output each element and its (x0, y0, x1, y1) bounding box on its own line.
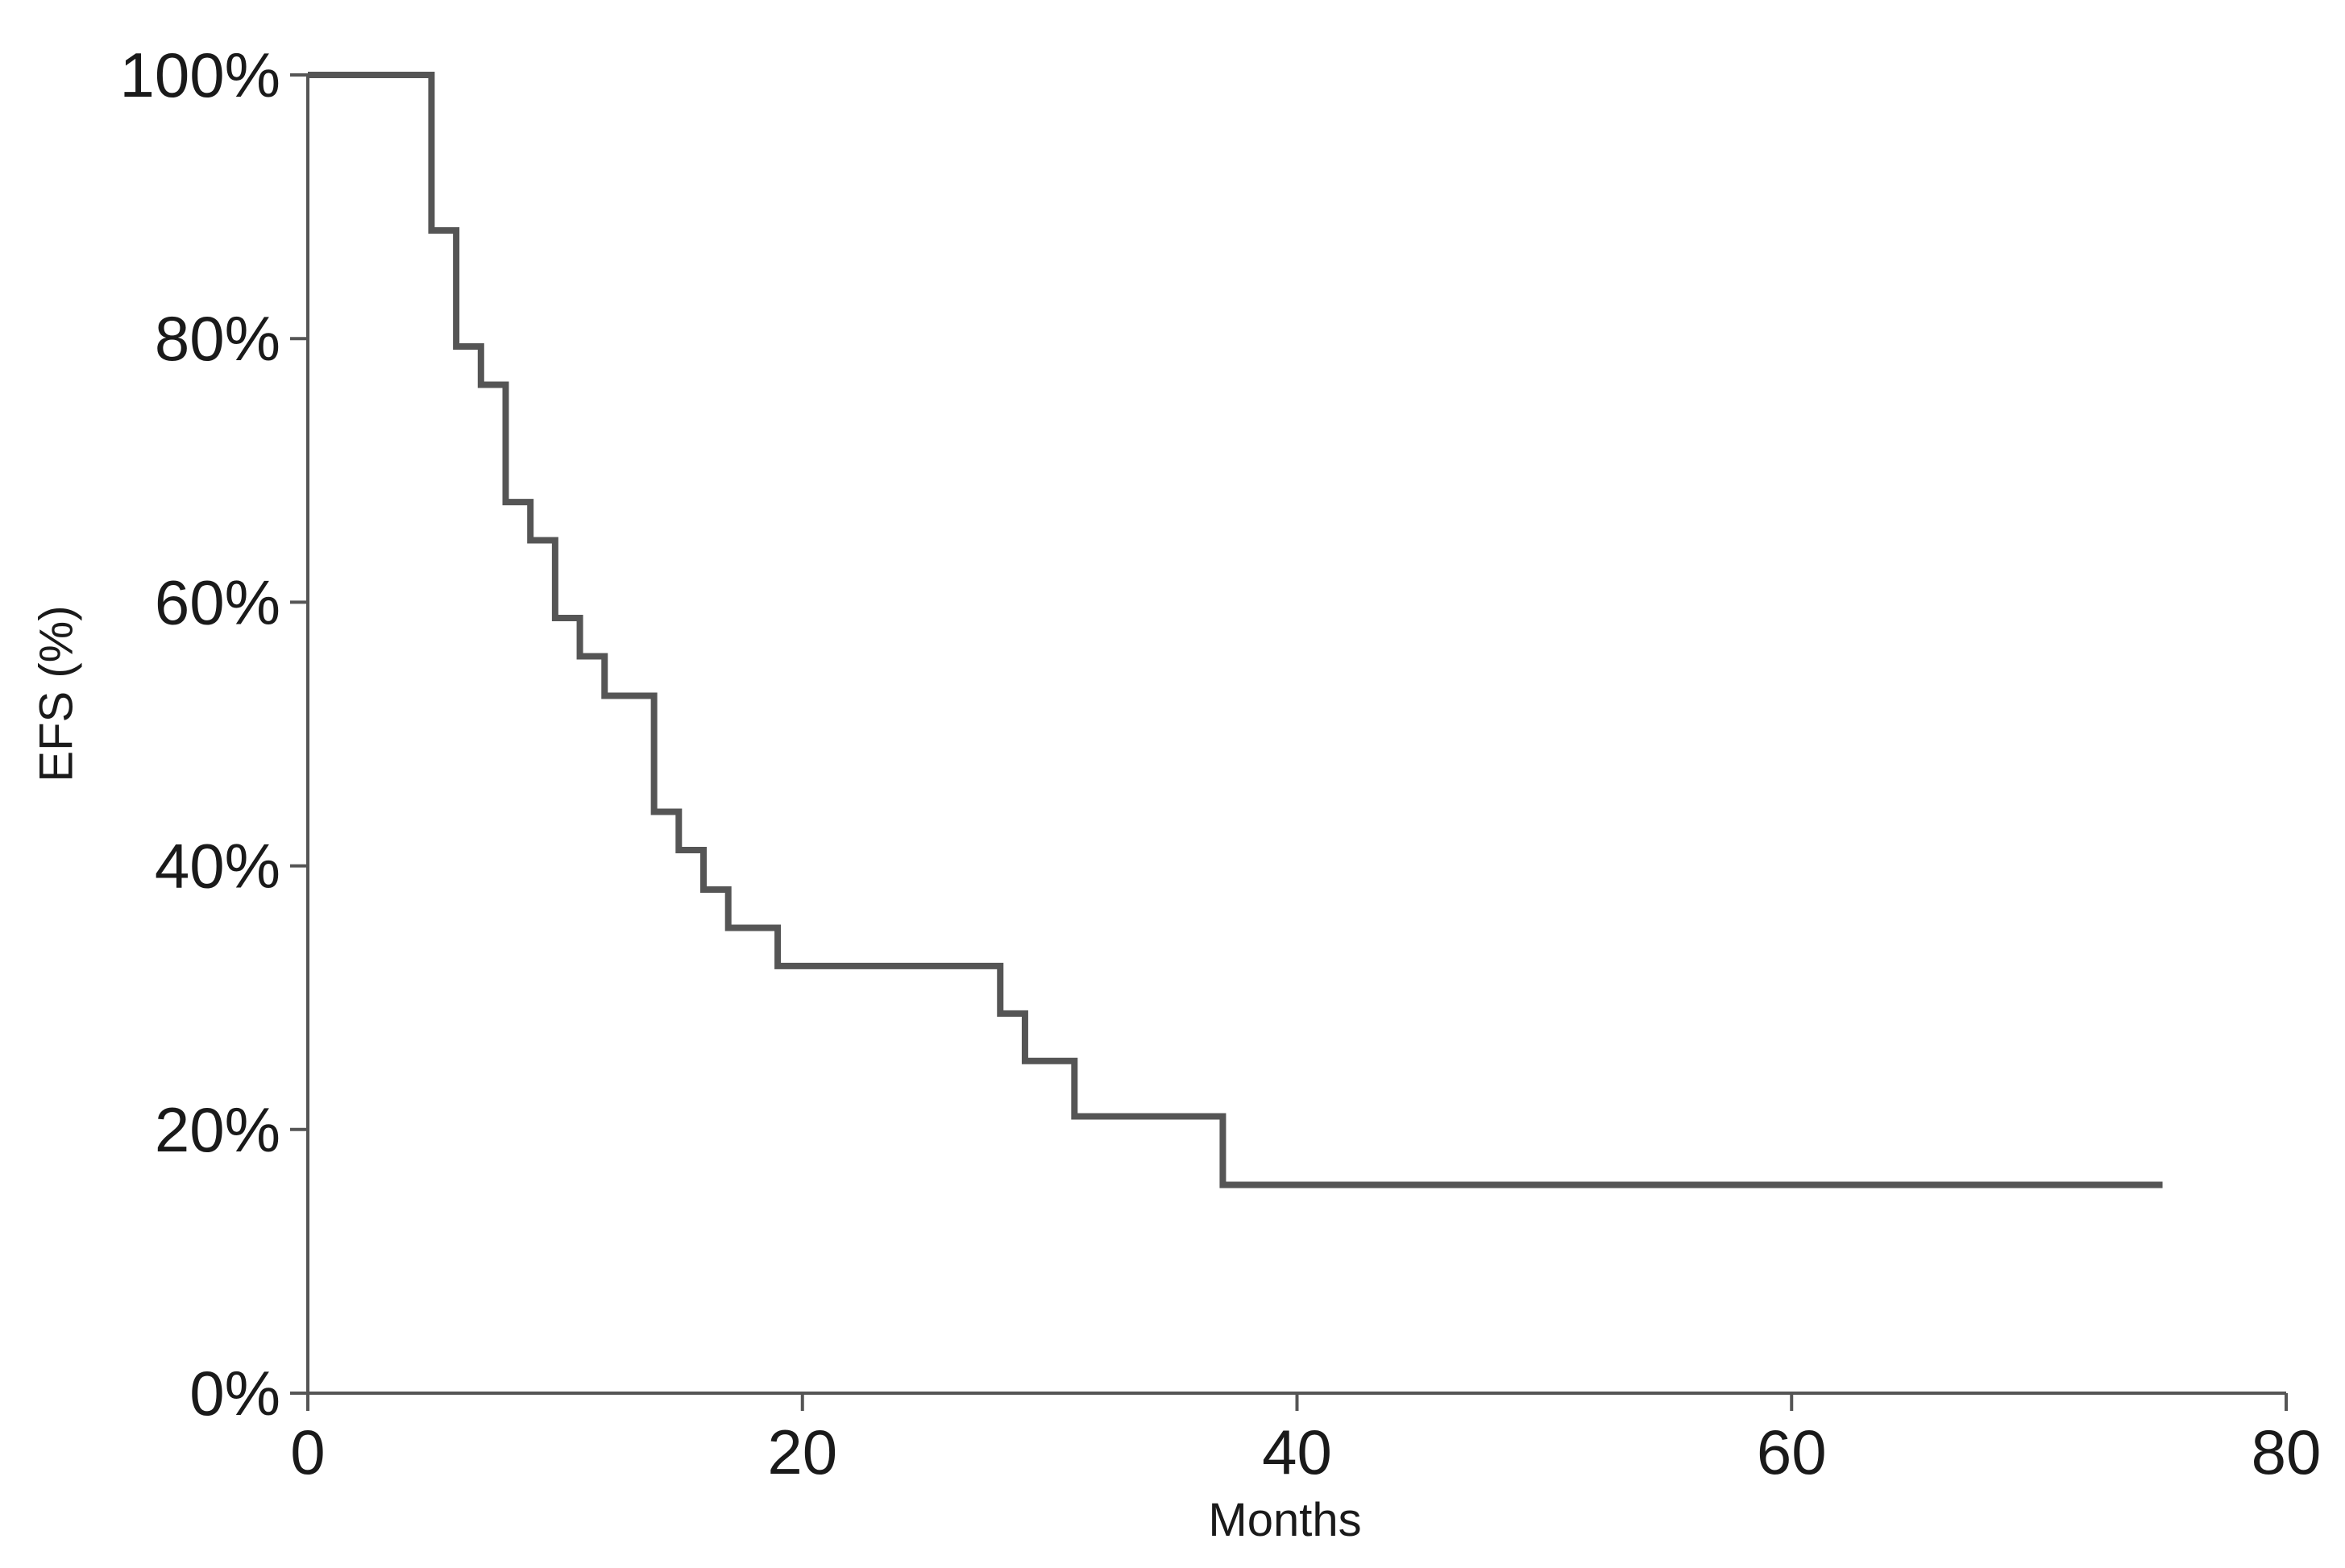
y-tick-label: 100% (120, 39, 281, 110)
x-tick-label: 60 (1757, 1417, 1827, 1487)
survival-curve (308, 72, 2163, 1188)
y-axis-title: EFS (%) (31, 605, 83, 782)
plot-area: 0% 20% 40% 60% 80% 100% 0 20 40 60 80 (120, 39, 2322, 1487)
y-ticks: 0% 20% 40% 60% 80% 100% (120, 39, 308, 1429)
y-tick-label: 40% (155, 831, 280, 902)
x-tick-label: 0 (290, 1417, 325, 1487)
y-tick-label: 80% (155, 303, 280, 374)
y-tick-label: 60% (155, 566, 280, 637)
y-tick-label: 0% (189, 1358, 280, 1429)
x-axis-title: Months (1208, 1494, 1361, 1546)
x-ticks: 0 20 40 60 80 (290, 1393, 2321, 1487)
x-tick-label: 40 (1262, 1417, 1332, 1487)
x-tick-label: 20 (767, 1417, 837, 1487)
x-tick-label: 80 (2252, 1417, 2322, 1487)
y-tick-label: 20% (155, 1094, 280, 1165)
